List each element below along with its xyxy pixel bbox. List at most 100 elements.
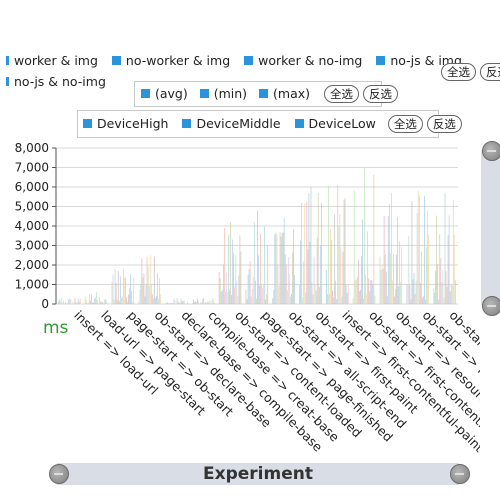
bar xyxy=(96,292,97,304)
bar xyxy=(67,303,69,304)
bar xyxy=(340,247,342,304)
bar xyxy=(246,299,248,304)
legend-item[interactable]: (max) xyxy=(259,86,310,101)
vertical-zoom-track[interactable] xyxy=(481,150,500,305)
bar xyxy=(418,195,420,304)
legend-item[interactable]: DeviceHigh xyxy=(83,116,168,131)
bar xyxy=(151,294,153,304)
legend-item[interactable]: no-worker & img xyxy=(111,53,230,68)
bar xyxy=(194,301,195,304)
legend-item[interactable]: worker & no-img xyxy=(244,53,362,68)
bar xyxy=(172,303,174,304)
select-all-button[interactable]: 全选 xyxy=(324,85,360,103)
legend-device: DeviceHigh DeviceMiddle DeviceLow 全选 反选 xyxy=(77,110,462,138)
bar xyxy=(454,280,456,304)
select-all-button[interactable]: 全选 xyxy=(387,115,423,133)
bar xyxy=(316,237,318,304)
bar xyxy=(210,303,212,304)
bar xyxy=(267,245,269,304)
legend-swatch xyxy=(199,89,209,98)
bar xyxy=(401,246,403,304)
bar xyxy=(366,293,368,304)
bar xyxy=(443,297,445,304)
legend-swatch xyxy=(111,56,121,65)
invert-selection-button[interactable]: 反选 xyxy=(363,85,399,103)
bar xyxy=(60,301,61,304)
bar xyxy=(146,256,148,304)
bar xyxy=(278,286,280,304)
horizontal-zoom-track[interactable]: Experiment xyxy=(57,463,459,485)
bar xyxy=(449,291,451,304)
legend-item[interactable]: DeviceMiddle xyxy=(182,116,281,131)
bar xyxy=(265,299,267,304)
bar xyxy=(142,277,144,304)
bar xyxy=(303,261,305,304)
bar xyxy=(69,298,71,304)
horizontal-zoom-handle-right[interactable] xyxy=(450,464,470,484)
bar xyxy=(291,293,292,304)
vertical-zoom-handle-top[interactable] xyxy=(482,141,500,161)
bar xyxy=(94,298,95,304)
legend-item[interactable]: no-js & no-img xyxy=(6,74,106,89)
bar xyxy=(379,256,381,304)
invert-selection-button[interactable]: 反选 xyxy=(480,63,500,81)
bar xyxy=(173,299,175,304)
bar xyxy=(133,277,135,304)
bar xyxy=(170,302,172,304)
bar xyxy=(385,271,387,304)
bar xyxy=(372,283,374,304)
bar xyxy=(306,201,308,304)
bar xyxy=(197,298,198,304)
legend-item[interactable]: (avg) xyxy=(141,86,188,101)
bar xyxy=(425,299,426,304)
bar xyxy=(252,277,254,304)
bar xyxy=(281,232,283,304)
select-all-button[interactable]: 全选 xyxy=(441,63,476,81)
legend-item[interactable]: worker & img xyxy=(6,53,98,68)
bar xyxy=(138,301,140,304)
bar xyxy=(156,296,157,304)
bar xyxy=(410,299,412,304)
bar xyxy=(250,296,252,304)
bar xyxy=(446,286,448,304)
bar xyxy=(331,239,332,304)
horizontal-zoom-handle-left[interactable] xyxy=(49,464,69,484)
bar xyxy=(311,282,313,304)
invert-selection-button[interactable]: 反选 xyxy=(426,115,462,133)
bar xyxy=(251,289,253,304)
bar xyxy=(383,215,385,304)
bar xyxy=(428,234,429,304)
bar xyxy=(398,286,399,304)
bar xyxy=(360,290,361,304)
y-tick-label: 3,000 xyxy=(15,239,49,253)
bar xyxy=(421,297,423,304)
legend-item[interactable]: (min) xyxy=(199,86,247,101)
bar xyxy=(419,283,421,304)
bar xyxy=(422,296,424,304)
bar xyxy=(231,295,232,304)
bar xyxy=(287,257,289,304)
bar xyxy=(249,261,251,304)
bar xyxy=(343,200,345,304)
bar xyxy=(61,298,62,304)
bar xyxy=(264,226,265,304)
bar xyxy=(359,291,360,304)
bar xyxy=(238,275,240,304)
bar xyxy=(382,268,384,304)
bar xyxy=(312,294,314,304)
bar xyxy=(221,290,223,304)
bar xyxy=(78,301,80,304)
bar xyxy=(77,298,79,304)
legend-label: DeviceLow xyxy=(308,116,376,131)
legend-item[interactable]: DeviceLow xyxy=(294,116,376,131)
vertical-zoom-handle-bottom[interactable] xyxy=(482,296,500,316)
bar xyxy=(236,280,238,304)
bar xyxy=(222,264,224,304)
bar xyxy=(98,303,100,304)
bar xyxy=(75,301,77,304)
bar xyxy=(202,298,204,304)
bar xyxy=(293,229,294,304)
bar xyxy=(433,289,434,304)
bar xyxy=(200,302,202,304)
bar xyxy=(262,287,263,304)
